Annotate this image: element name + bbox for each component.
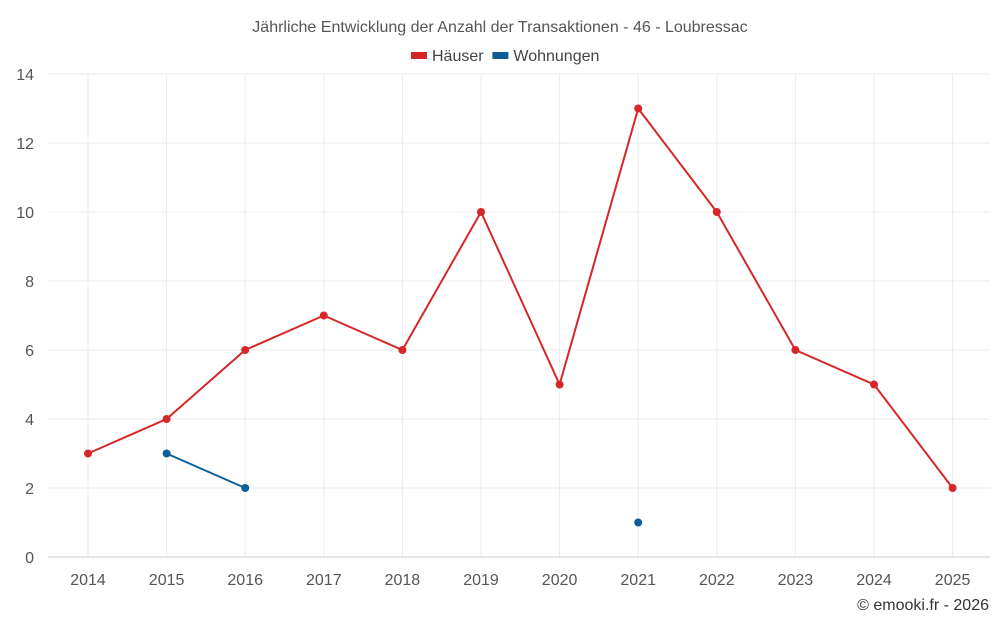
- data-point: [634, 518, 643, 527]
- data-point: [398, 346, 407, 354]
- axes: 0 2 4 6 8 10 12 14 2014 2015 2016 2017 2018 2019 2020 2…: [16, 67, 990, 589]
- series-line: [166, 452, 246, 489]
- legend-item-wohnungen: Wohnungen: [492, 48, 599, 65]
- grid: [48, 73, 990, 557]
- x-tick-label: 2020: [542, 572, 578, 589]
- data-point: [712, 208, 721, 216]
- legend-label: Wohnungen: [513, 48, 599, 65]
- data-point: [555, 380, 564, 389]
- series-layer: [84, 104, 957, 527]
- x-tick-label: 2018: [385, 572, 421, 589]
- x-tick-label: 2022: [699, 572, 735, 589]
- data-point: [84, 449, 92, 458]
- legend: Häuser Wohnungen: [411, 48, 599, 65]
- credit: © emooki.fr - 2026: [857, 597, 989, 614]
- data-point: [791, 346, 800, 354]
- data-point: [162, 415, 171, 423]
- y-tick-label: 2: [25, 481, 34, 498]
- x-tick-label: 2019: [463, 572, 499, 589]
- y-tick-label: 0: [25, 550, 34, 567]
- x-tick-label: 2016: [227, 572, 263, 589]
- legend-swatch: [411, 52, 427, 59]
- x-tick-label: 2021: [620, 572, 656, 589]
- x-tick-label: 2024: [856, 572, 892, 589]
- data-point: [241, 484, 250, 492]
- x-tick-label: 2023: [778, 572, 814, 589]
- data-point: [948, 484, 957, 492]
- y-tick-label: 10: [16, 205, 34, 222]
- data-point: [477, 208, 485, 216]
- series-line: [87, 107, 954, 489]
- y-tick-label: 14: [16, 67, 34, 84]
- x-tick-label: 2025: [935, 572, 971, 589]
- y-tick-label: 6: [25, 343, 34, 360]
- chart-title: Jährliche Entwicklung der Anzahl der Tra…: [252, 19, 747, 36]
- data-point: [870, 380, 878, 389]
- data-point: [241, 346, 250, 354]
- data-point: [634, 104, 643, 113]
- y-tick-label: 12: [16, 136, 34, 153]
- legend-item-häuser: Häuser: [411, 48, 484, 65]
- x-tick-label: 2017: [306, 572, 342, 589]
- x-tick-label: 2015: [149, 572, 185, 589]
- y-tick-label: 4: [25, 412, 34, 429]
- y-tick-label: 8: [25, 274, 34, 291]
- x-tick-label: 2014: [70, 572, 106, 589]
- series-wohnungen: [162, 449, 643, 527]
- legend-swatch: [492, 52, 509, 59]
- data-point: [319, 311, 328, 320]
- legend-label: Häuser: [432, 48, 484, 65]
- data-point: [162, 449, 171, 458]
- series-häuser: [84, 104, 957, 492]
